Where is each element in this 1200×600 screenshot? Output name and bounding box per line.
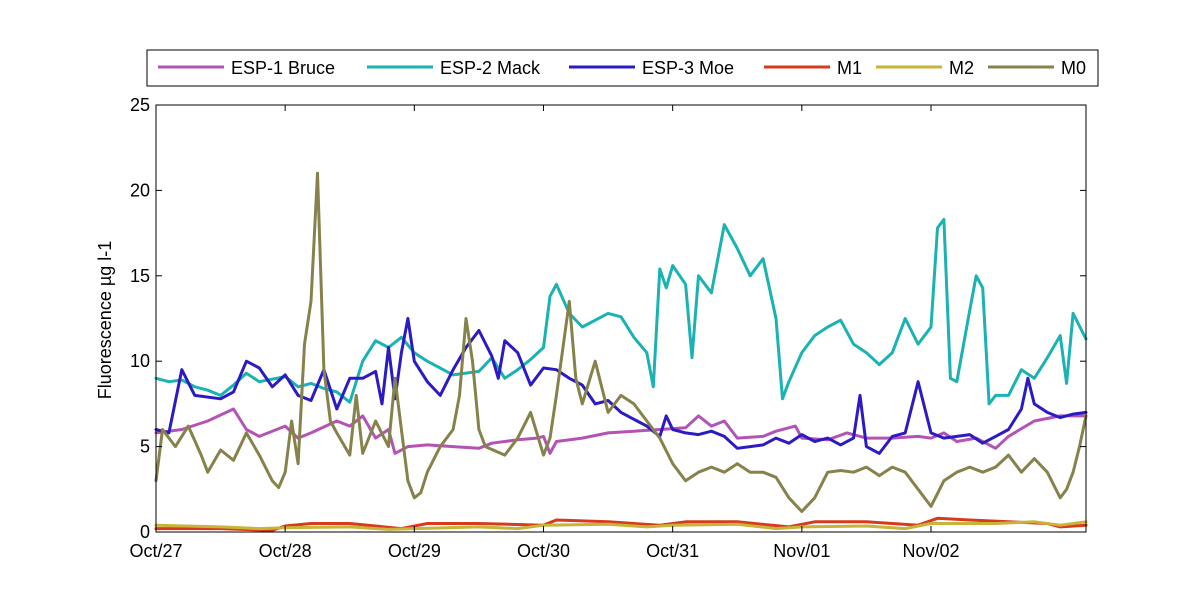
x-tick-label: Oct/27 [129, 541, 182, 561]
x-tick-label: Nov/02 [902, 541, 959, 561]
series-line-esp-1-bruce [154, 407, 1088, 455]
y-axis-label: Fluorescence µg l-1 [95, 241, 115, 399]
x-tick-label: Oct/30 [517, 541, 570, 561]
legend-label: ESP-1 Bruce [231, 58, 335, 78]
series-line-m2 [154, 520, 1088, 531]
plot-area-frame [155, 104, 1087, 533]
series-line-esp-2-mack [154, 217, 1088, 406]
y-tick-label: 10 [130, 351, 150, 371]
legend-label: M2 [949, 58, 974, 78]
y-tick-label: 15 [130, 266, 150, 286]
series-line-m0 [154, 171, 1088, 513]
x-tick-label: Nov/01 [773, 541, 830, 561]
y-tick-label: 0 [140, 522, 150, 542]
legend-label: M0 [1061, 58, 1086, 78]
legend-label: ESP-3 Moe [642, 58, 734, 78]
legend: ESP-1 Bruce ESP-2 Mack ESP-3 Moe M1 M2 M0 [146, 49, 1099, 87]
x-tick-label: Oct/29 [388, 541, 441, 561]
series-line-esp-3-moe [154, 317, 1088, 455]
y-tick-label: 20 [130, 180, 150, 200]
y-tick-label: 25 [130, 95, 150, 115]
y-tick-label: 5 [140, 437, 150, 457]
legend-label: M1 [837, 58, 862, 78]
ticks-layer: 0 5 10 15 20 25 Oct/27 Oct/28 Oct/29 Oct/30 Oct/31… [129, 95, 1086, 561]
legend-label: ESP-2 Mack [440, 58, 541, 78]
series-layer [154, 171, 1088, 532]
x-tick-label: Oct/31 [646, 541, 699, 561]
x-tick-label: Oct/28 [259, 541, 312, 561]
